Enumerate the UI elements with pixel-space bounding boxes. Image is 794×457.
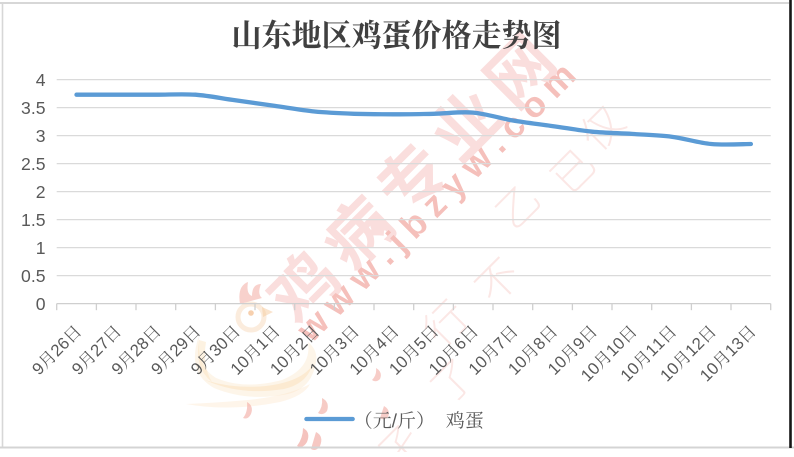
svg-text:2.5: 2.5 (21, 154, 46, 174)
svg-text:1.5: 1.5 (21, 210, 46, 230)
svg-text:0: 0 (36, 294, 46, 314)
svg-text:3: 3 (36, 126, 46, 146)
svg-text:3.5: 3.5 (21, 98, 46, 118)
svg-text:1: 1 (36, 238, 46, 258)
svg-text:4: 4 (36, 70, 46, 90)
svg-text:0.5: 0.5 (21, 266, 46, 286)
svg-text:2: 2 (36, 182, 46, 202)
